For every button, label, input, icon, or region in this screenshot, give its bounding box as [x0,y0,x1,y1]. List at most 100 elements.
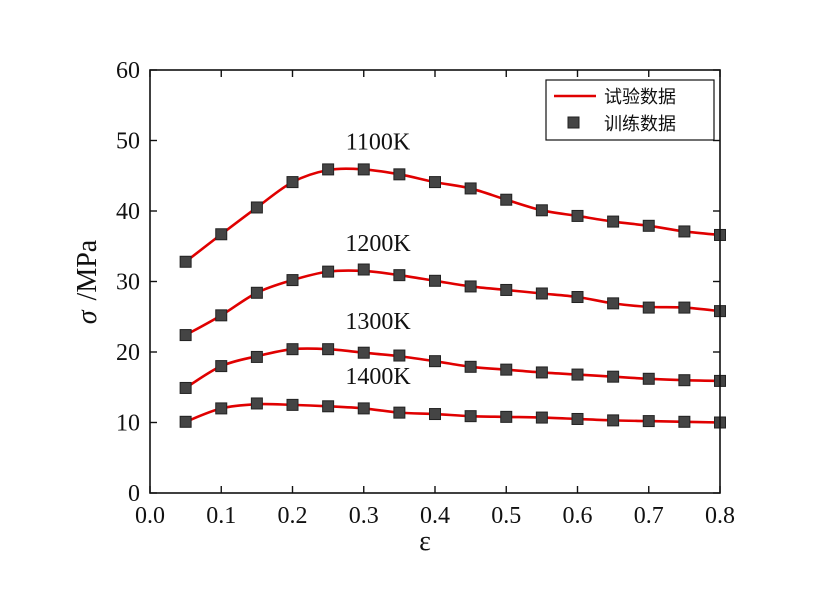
marker-1100k [215,228,228,241]
y-tick-label: 10 [116,411,140,437]
marker-1400k [250,397,263,410]
marker-1200k [500,283,513,296]
marker-1200k [535,287,548,300]
x-tick-label: 0.2 [278,503,308,529]
legend-label-train: 训练数据 [604,114,676,135]
marker-1300k [357,346,370,359]
marker-1100k [464,182,477,195]
x-tick-label: 0.6 [563,503,593,529]
marker-1400k [179,415,192,428]
marker-1200k [179,329,192,342]
marker-1300k [286,343,299,356]
marker-1100k [179,255,192,268]
training-data-markers [179,163,726,429]
y-tick-label: 50 [116,129,140,155]
axis-ticks: 0.0 0.1 0.2 0.3 0.4 0.5 0.6 0.7 0.8 0 10 20 30 40 50 60 [116,58,735,529]
y-axis-unit: /MPa [72,239,103,300]
x-axis-title: ε [419,526,431,557]
marker-1400k [607,414,620,427]
marker-1200k [250,286,263,299]
marker-1200k [429,274,441,287]
marker-1300k [393,349,406,362]
marker-1300k [678,374,691,387]
marker-1100k [429,176,441,189]
marker-1200k [678,301,691,314]
marker-1400k [215,402,228,415]
curve-1200k [184,269,721,337]
y-tick-label: 30 [116,270,140,296]
curve-labels: 1100K 1200K 1300K 1400K [345,129,411,390]
marker-1400k [642,415,655,428]
marker-1200k [322,265,335,278]
marker-1200k [357,263,370,276]
x-tick-label: 0.1 [206,503,236,529]
marker-1200k [571,291,584,304]
marker-1300k [322,343,335,356]
marker-1300k [215,360,228,373]
marker-1100k [250,201,263,214]
marker-1300k [535,366,548,379]
marker-1400k [535,411,548,424]
marker-1400k [429,408,441,421]
marker-1400k [286,398,299,411]
marker-1200k [607,297,620,310]
marker-1300k [250,350,263,363]
y-tick-label: 0 [128,481,140,507]
y-tick-label: 60 [116,58,140,84]
curve-1300k [184,347,721,390]
marker-1400k [500,410,513,423]
marker-1300k [464,360,477,373]
curve-1400k [185,402,721,424]
marker-1100k [535,204,548,217]
marker-1200k [464,280,477,293]
marker-1400k [571,412,584,425]
marker-1400k [393,406,406,419]
curve-1100k [184,167,721,263]
legend-box [545,79,715,141]
marker-1400k [678,415,691,428]
marker-1100k [571,209,584,222]
curve-label-1200k: 1200K [345,231,411,257]
marker-1300k [429,355,441,368]
marker-1300k [500,363,513,376]
marker-1200k [215,309,228,322]
x-tick-label: 0.3 [349,503,379,529]
marker-1100k [642,219,655,232]
plot-frame [149,69,721,494]
y-axis-symbol: σ [72,309,103,324]
test-data-curves [184,167,721,424]
curve-label-1400k: 1400K [345,364,411,390]
legend-square-swatch [567,116,580,129]
marker-1100k [286,176,299,189]
y-tick-label: 20 [116,340,140,366]
marker-1100k [607,215,620,228]
marker-1400k [322,400,335,413]
marker-1400k [464,410,477,423]
marker-1200k [286,274,299,287]
svg-text:σ/MPa: σ/MPa [72,239,103,324]
marker-1400k [357,402,370,415]
marker-1200k [642,301,655,314]
legend: 试验数据 训练数据 [545,79,715,141]
marker-1100k [678,225,691,238]
marker-1300k [607,370,620,383]
marker-1100k [322,163,335,176]
marker-1100k [357,163,370,176]
x-tick-label: 0.5 [491,503,521,529]
marker-1300k [642,372,655,385]
marker-1300k [571,368,584,381]
y-axis-title: σ/MPa [72,239,103,324]
x-tick-label: 0.8 [705,503,735,529]
marker-1100k [393,168,406,181]
legend-label-test: 试验数据 [604,87,676,108]
y-tick-label: 40 [116,199,140,225]
x-tick-label: 0.4 [420,503,450,529]
marker-1300k [179,381,192,394]
curve-label-1300k: 1300K [345,309,411,335]
x-tick-label: 0.7 [634,503,664,529]
marker-1200k [393,269,406,282]
curve-label-1100k: 1100K [346,129,411,155]
x-tick-label: 0.0 [135,503,165,529]
marker-1100k [500,193,513,206]
